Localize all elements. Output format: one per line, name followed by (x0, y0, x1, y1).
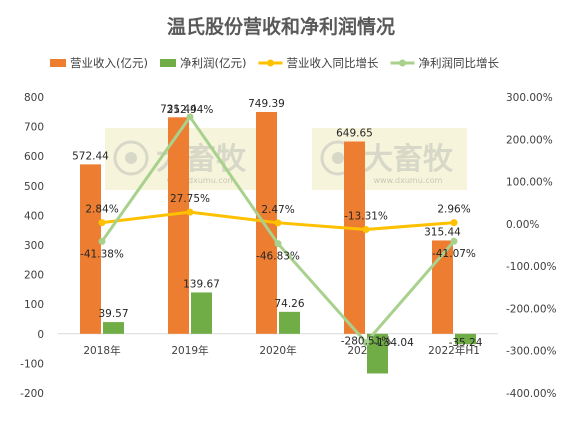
y-left-tick-label: 200 (24, 270, 44, 282)
profit-growth-point (450, 237, 458, 245)
watermark-logo-dot (332, 152, 344, 164)
legend-label: 净利润同比增长 (418, 56, 499, 70)
revenue-growth-label: 2.84% (85, 204, 118, 216)
y-right-tick-label: -400.00% (506, 388, 557, 400)
profit-growth-point (186, 113, 194, 121)
net-profit-data-label: 139.67 (183, 278, 220, 290)
y-right-tick-label: 100.00% (506, 177, 553, 189)
y-left-tick-label: 400 (24, 210, 44, 222)
revenue-data-label: 315.44 (424, 226, 461, 238)
legend-label: 营业收入同比增长 (286, 56, 378, 70)
net-profit-bar (191, 292, 212, 334)
revenue-bar (80, 164, 101, 334)
revenue-bar (168, 117, 189, 334)
revenue-data-label: 731.44 (160, 103, 197, 115)
revenue-growth-point (274, 219, 282, 227)
revenue-growth-label: 27.75% (170, 193, 210, 205)
revenue-bar (432, 240, 453, 334)
net-profit-data-label: -35.24 (449, 337, 483, 349)
revenue-growth-point (98, 219, 106, 227)
net-profit-bar (455, 333, 476, 345)
y-left-tick-label: 300 (24, 240, 44, 252)
y-left-tick-label: 700 (24, 122, 44, 134)
revenue-growth-point (362, 225, 370, 233)
legend: 营业收入(亿元) 净利润(亿元) 营业收入同比增长 净利润同比增长 (50, 56, 499, 70)
legend-swatch-marker (266, 59, 274, 67)
revenue-growth-point (186, 208, 194, 216)
y-left-tick-label: -100 (20, 358, 44, 370)
chart-title: 温氏股份营收和净利润情况 (167, 15, 395, 38)
x-tick-label: 2022年H1 (428, 344, 480, 357)
profit-growth-point (98, 237, 106, 245)
legend-label: 净利润(亿元) (180, 56, 246, 70)
net-profit-bar (279, 311, 300, 334)
y-left-tick-label: -200 (20, 388, 44, 400)
profit-growth-label: -41.38% (80, 248, 124, 260)
revenue-growth-label: -13.31% (344, 210, 388, 222)
y-right-tick-label: 0.00% (506, 219, 539, 231)
y-right-tick-label: -200.00% (506, 303, 557, 315)
x-tick-label: 2020年 (259, 344, 296, 357)
revenue-growth-point (450, 219, 458, 227)
net-profit-bar (103, 322, 124, 334)
legend-swatch-marker (398, 59, 406, 67)
net-profit-bar (367, 333, 388, 374)
watermark-text: 大畜牧 (363, 142, 454, 177)
revenue-data-label: 649.65 (336, 128, 373, 140)
profit-growth-label: -280.51% (341, 335, 392, 347)
legend-label: 营业收入(亿元) (70, 56, 148, 70)
revenue-data-label: 572.44 (72, 150, 109, 162)
x-tick-label: 2018年 (83, 344, 120, 357)
y-left-tick-label: 600 (24, 151, 44, 163)
revenue-growth-label: 2.47% (261, 204, 294, 216)
x-tick-label: 2019年 (171, 344, 208, 357)
net-profit-data-label: 74.26 (274, 298, 304, 310)
revenue-bar (344, 141, 365, 334)
y-right-tick-label: -300.00% (506, 346, 557, 358)
legend-swatch (159, 59, 176, 67)
profit-growth-label: 252.94% (167, 104, 214, 116)
profit-growth-point (274, 240, 282, 248)
lines (98, 113, 458, 346)
y-right-tick-label: 300.00% (506, 92, 553, 104)
net-profit-data-label: 39.57 (98, 308, 128, 320)
profit-growth-point (362, 338, 370, 346)
profit-growth-label: -46.83% (256, 251, 300, 263)
data-labels: 572.44 731.44 749.39 649.65 315.44 39.57 139.6… (72, 98, 483, 349)
y-left-tick-label: 800 (24, 92, 44, 104)
axes: 800 700 600 500 400 300 200 100 0 -100 -200 300.00%… (20, 92, 556, 400)
y-right-tick-label: 200.00% (506, 134, 553, 146)
watermark-subtext: www.dxumu.com (374, 176, 443, 185)
y-left-tick-label: 0 (37, 329, 44, 341)
y-right-tick-label: -100.00% (506, 261, 557, 273)
watermark-logo-icon (113, 140, 149, 176)
y-left-tick-label: 500 (24, 181, 44, 193)
revenue-data-label: 749.39 (248, 98, 285, 110)
net-profit-data-label: -134.04 (373, 337, 414, 349)
watermark-logo-dot (125, 152, 137, 164)
legend-swatch (50, 59, 66, 67)
revenue-growth-label: 2.96% (437, 204, 470, 216)
watermark-subtext: www.dxumu.com (167, 176, 236, 185)
y-left-tick-label: 100 (24, 299, 44, 311)
profit-growth-label: -41.07% (432, 248, 476, 260)
